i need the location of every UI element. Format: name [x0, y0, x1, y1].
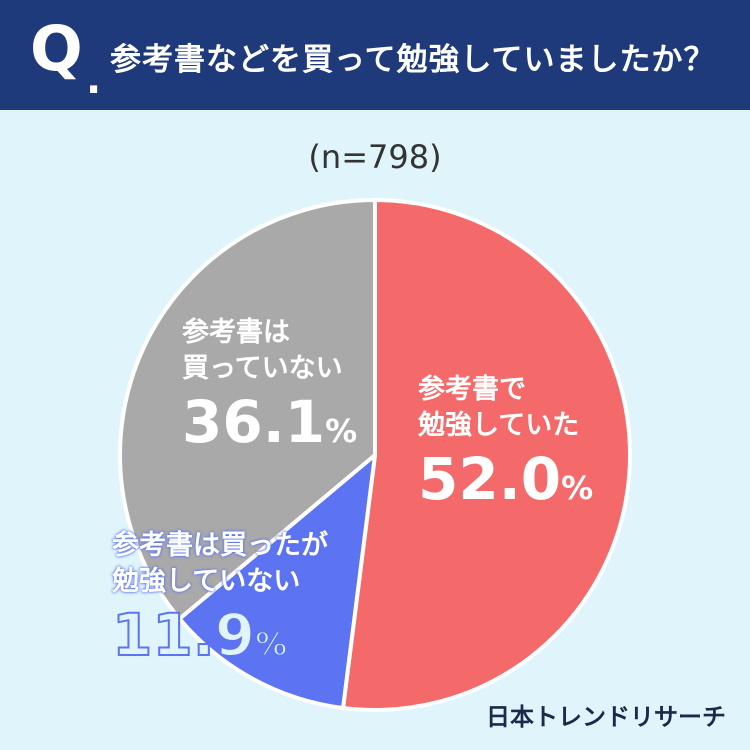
slice-percent: 36.1% [182, 389, 357, 464]
q-dot: . [86, 57, 102, 103]
question-title: 参考書などを買って勉強していましたか？ [110, 42, 716, 78]
slice-label-line: 勉強していた [418, 410, 580, 441]
slice-label-bought-not-studied: 参考書は買ったが 勉強していない 11.9% [111, 528, 328, 677]
slice-label-not-bought: 参考書は 買っていない 36.1% [182, 315, 357, 464]
pie-slice-2 [118, 198, 377, 621]
slice-label-line: 買っていない [182, 353, 343, 384]
percent-sign: % [561, 469, 594, 507]
slice-label-line: 参考書は [182, 317, 290, 348]
pie-slice-0 [341, 198, 632, 712]
percent-sign: % [254, 624, 288, 664]
slice-percent-value: 11.9 [111, 601, 256, 669]
header-bar: Q . 参考書などを買って勉強していましたか？ [0, 0, 750, 110]
slice-percent-value: 52.0 [418, 445, 562, 513]
percent-sign: % [325, 412, 358, 450]
brand-logo-text: 日本トレンドリサーチ [486, 703, 726, 731]
pie-slice-1 [177, 453, 377, 710]
slice-label-studied: 参考書で 勉強していた 52.0% [418, 372, 593, 521]
q-mark: Q [30, 12, 83, 85]
slice-percent-value: 36.1 [182, 388, 326, 456]
slice-label-line: 勉強していない [112, 566, 301, 597]
slice-label-line: 参考書は買ったが [112, 530, 328, 561]
slice-label-line: 参考書で [418, 374, 526, 405]
slice-percent: 11.9% [111, 601, 328, 677]
sample-size: (n=798) [308, 138, 442, 176]
slice-percent: 52.0% [418, 446, 593, 521]
